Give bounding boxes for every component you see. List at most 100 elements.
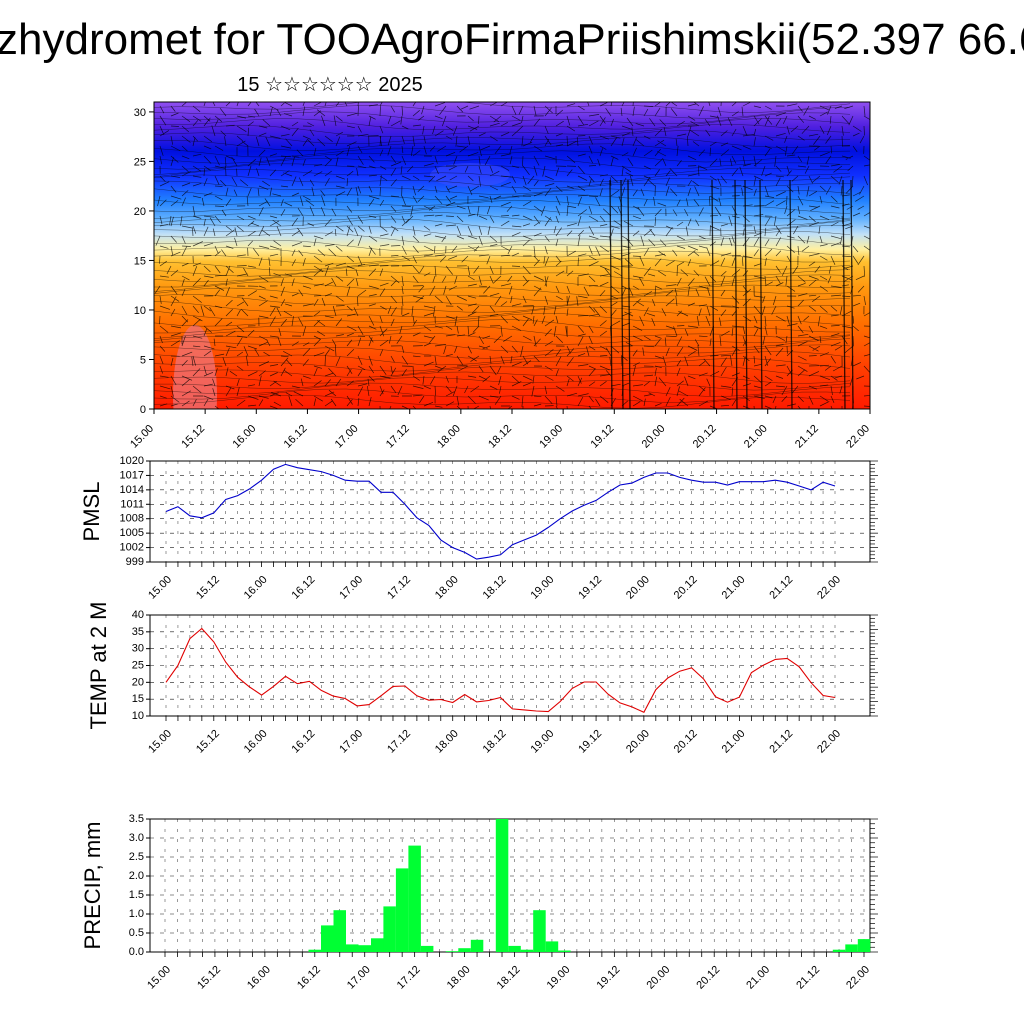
x-tick-label: 18.12 (481, 574, 509, 602)
contour-line (154, 243, 851, 259)
contour-line (154, 188, 851, 201)
precip-bar (832, 949, 846, 952)
contour-line (154, 163, 851, 176)
precip-bar (470, 939, 484, 952)
contour-line (154, 250, 851, 265)
contour-line (154, 111, 851, 125)
contour-line (154, 377, 851, 391)
precip-panel: 0.0 0.5 1.0 1.5 2.0 2.5 3.0 3.5 15.00 15.12 16.00 1… (80, 813, 878, 992)
y-axis-label: PRECIP, mm (80, 822, 105, 950)
x-tick-label: 16.12 (282, 423, 310, 451)
x-tick-label: 19.12 (576, 728, 604, 756)
page-title-text: zhydromet for TOOAgroFirmaPriishimskii(5… (0, 15, 1024, 64)
wind-streak (734, 179, 738, 409)
x-tick-label: 22.00 (815, 728, 843, 756)
y-tick-label: 25 (132, 660, 144, 672)
x-tick-label: 16.00 (242, 574, 270, 602)
x-tick-label: 18.00 (433, 574, 461, 602)
y-tick-label: 0 (140, 404, 146, 416)
y-tick-label: 999 (126, 556, 144, 568)
series-line (165, 463, 836, 560)
x-tick-label: 21.12 (767, 574, 795, 602)
contour-line (154, 281, 851, 296)
x-tick-label: 15.00 (146, 728, 174, 756)
x-tick-label: 17.12 (385, 574, 413, 602)
x-tick-label: 20.12 (691, 423, 719, 451)
y-tick-label: 30 (132, 643, 144, 655)
y-tick-label: 1014 (120, 484, 144, 496)
precip-bar (520, 949, 534, 952)
y-tick-label: 1020 (120, 455, 144, 467)
precip-bar (408, 845, 421, 952)
x-tick-label: 15.00 (146, 574, 174, 602)
x-tick-label: 18.00 (433, 728, 461, 756)
contour-line (154, 237, 851, 252)
contour-line (154, 371, 851, 384)
precip-bar (445, 951, 459, 952)
contour-line (154, 365, 851, 378)
y-tick-label: 15 (132, 693, 144, 705)
x-tick-label: 20.00 (640, 423, 668, 451)
y-axis-label: TEMP at 2 M (86, 602, 111, 730)
x-tick-label: 20.00 (624, 574, 652, 602)
precip-bar (321, 925, 334, 952)
y-tick-label: 35 (132, 626, 144, 638)
x-tick-label: 16.00 (230, 423, 258, 451)
y-tick-label: 5 (140, 354, 146, 366)
x-tick-label: 15.12 (195, 964, 223, 992)
contour-line (154, 326, 851, 339)
precip-bar (395, 868, 409, 952)
contour-line (154, 174, 851, 189)
x-tick-label: 19.00 (545, 964, 573, 992)
x-tick-label: 22.00 (815, 574, 843, 602)
panel-frame (149, 460, 871, 563)
x-tick-label: 18.12 (481, 728, 509, 756)
y-tick-label: 3.0 (129, 832, 144, 844)
precip-bar (458, 948, 471, 952)
pmsl-panel: 999 1002 1005 1008 1011 1014 1017 1020 15.00 15.1… (79, 455, 878, 602)
precip-bar (420, 945, 434, 952)
wind-streak (627, 179, 631, 409)
contour-line (154, 351, 851, 366)
contour-line (154, 257, 851, 271)
contour-line (154, 332, 851, 345)
precip-bar (857, 939, 871, 952)
series-line (165, 627, 836, 714)
x-tick-label: 18.00 (435, 423, 463, 451)
cross-section-overlay (154, 102, 870, 409)
y-tick-label: 1005 (120, 527, 144, 539)
x-tick-label: 15.12 (194, 728, 222, 756)
contour-line (154, 231, 851, 245)
x-tick-label: 19.12 (595, 964, 623, 992)
y-tick-label: 1.5 (129, 889, 144, 901)
wind-streak (789, 179, 793, 409)
x-tick-label: 21.00 (744, 964, 772, 992)
x-tick-label: 17.00 (337, 574, 365, 602)
contour-line (154, 225, 851, 238)
x-tick-label: 19.12 (588, 423, 616, 451)
wind-streak (711, 179, 715, 409)
cold-patch (430, 163, 510, 187)
x-tick-label: 20.12 (694, 964, 722, 992)
x-tick-label: 18.12 (486, 423, 514, 451)
contour-line (154, 275, 851, 290)
wind-streak (609, 179, 613, 409)
contour-line (154, 382, 851, 397)
x-tick-label: 21.00 (742, 423, 770, 451)
precip-bar (308, 949, 321, 952)
contour-line (154, 264, 851, 277)
contour-line (154, 388, 851, 403)
x-tick-label: 16.12 (295, 964, 323, 992)
x-tick-label: 16.00 (242, 728, 270, 756)
x-tick-label: 20.00 (624, 728, 652, 756)
x-tick-label: 19.00 (528, 574, 556, 602)
precip-bar (371, 938, 384, 952)
y-tick-label: 0.5 (129, 927, 144, 939)
y-tick-label: 2.5 (129, 851, 144, 863)
x-tick-label: 19.00 (537, 423, 565, 451)
x-tick-label: 15.00 (128, 423, 156, 451)
contour-line (154, 300, 851, 313)
contour-line (154, 194, 851, 206)
x-tick-label: 18.12 (495, 964, 523, 992)
temp-panel: 10 15 20 25 30 35 40 15.00 15.12 16.00 16.12 17.00 1… (86, 602, 878, 756)
